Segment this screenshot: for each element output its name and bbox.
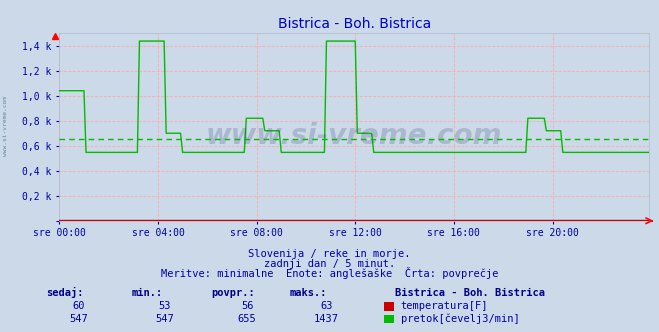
Text: pretok[čevelj3/min]: pretok[čevelj3/min]	[401, 313, 519, 324]
Text: 1437: 1437	[314, 314, 339, 324]
Text: 53: 53	[159, 301, 171, 311]
Title: Bistrica - Boh. Bistrica: Bistrica - Boh. Bistrica	[277, 17, 431, 31]
Text: 60: 60	[73, 301, 85, 311]
Text: min.:: min.:	[132, 288, 163, 298]
Text: Bistrica - Boh. Bistrica: Bistrica - Boh. Bistrica	[395, 288, 546, 298]
Text: 655: 655	[238, 314, 256, 324]
Text: temperatura[F]: temperatura[F]	[401, 301, 488, 311]
Text: 547: 547	[70, 314, 88, 324]
Text: 63: 63	[320, 301, 332, 311]
Text: Meritve: minimalne  Enote: anglešaške  Črta: povprečje: Meritve: minimalne Enote: anglešaške Črt…	[161, 267, 498, 279]
Text: maks.:: maks.:	[290, 288, 328, 298]
Text: www.si-vreme.com: www.si-vreme.com	[3, 96, 8, 156]
Text: sedaj:: sedaj:	[46, 287, 84, 298]
Text: www.si-vreme.com: www.si-vreme.com	[206, 123, 502, 150]
Text: Slovenija / reke in morje.: Slovenija / reke in morje.	[248, 249, 411, 259]
Text: povpr.:: povpr.:	[211, 288, 254, 298]
Text: 547: 547	[156, 314, 174, 324]
Text: 56: 56	[241, 301, 253, 311]
Text: zadnji dan / 5 minut.: zadnji dan / 5 minut.	[264, 259, 395, 269]
